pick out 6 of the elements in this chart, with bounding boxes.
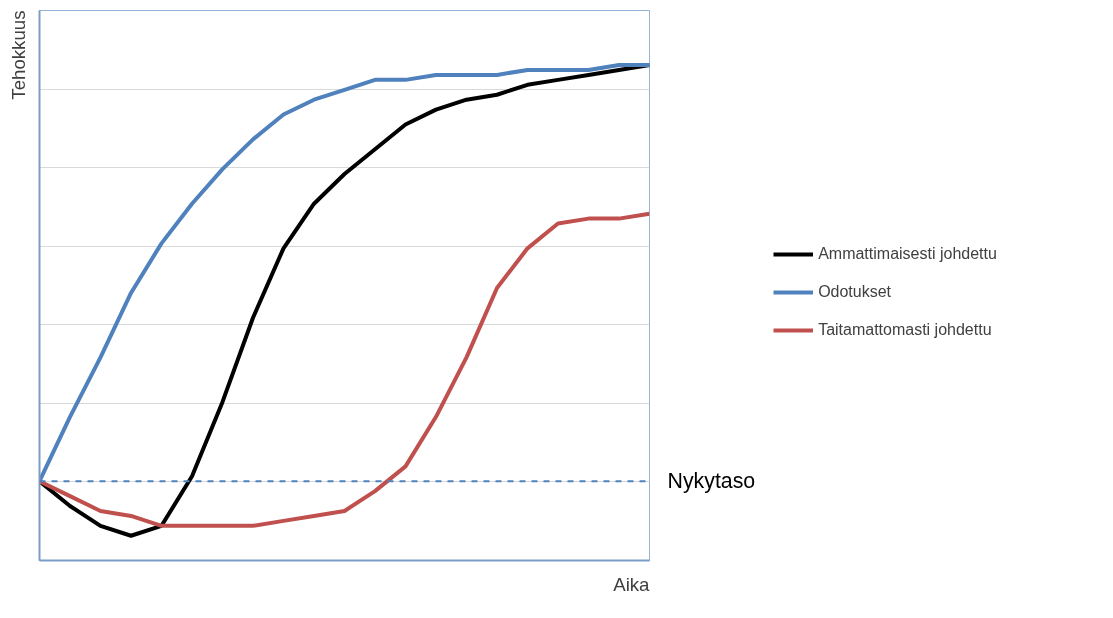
- x-axis-title: Aika: [613, 573, 651, 595]
- legend-label: Ammattimaisesti johdettu: [818, 245, 997, 263]
- y-axis-title: Tehokkuus: [7, 10, 29, 100]
- ref-line-label: Nykytaso: [667, 469, 756, 494]
- legend-label: Taitamattomasti johdettu: [818, 321, 992, 339]
- legend-label: Odotukset: [818, 283, 892, 301]
